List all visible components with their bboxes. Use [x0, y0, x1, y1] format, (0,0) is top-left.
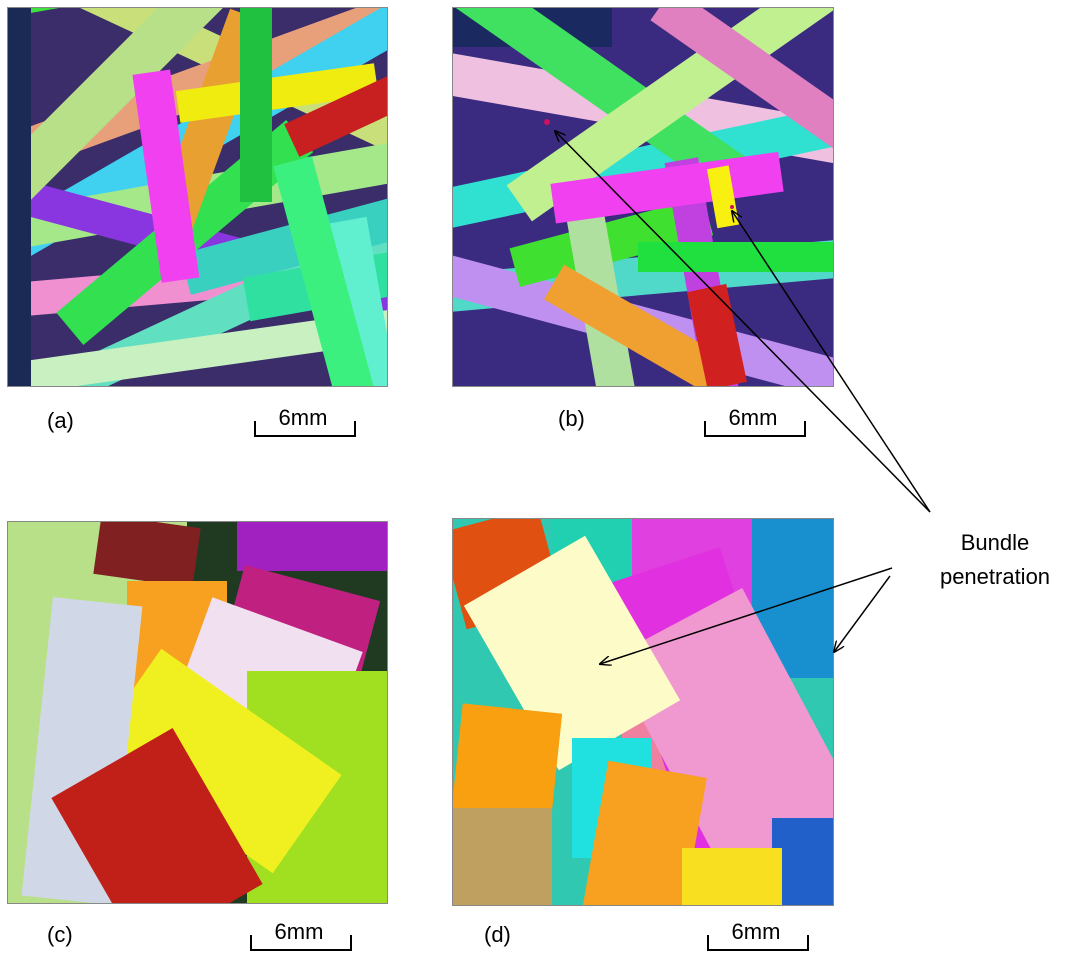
scale-bar-c [250, 935, 352, 951]
scale-label-c: 6mm [274, 919, 324, 944]
annotation-line-2: penetration [939, 564, 1051, 589]
annotation-line-1: Bundle [960, 530, 1030, 555]
scale-label-b: 6mm [728, 405, 778, 430]
panel-d-label: (d) [484, 922, 511, 947]
panel-d-image [452, 518, 834, 906]
scale-label-a: 6mm [278, 405, 328, 430]
panel-c-image [7, 521, 388, 904]
panel-a-image [7, 7, 388, 387]
arrow-to-panel-d-right [834, 575, 891, 652]
panel-a-label: (a) [47, 408, 74, 433]
scale-bar-a [254, 421, 356, 437]
bundle-penetration-annotation: Bundle penetration [930, 526, 1060, 594]
scale-bar-d [707, 935, 809, 951]
panel-b-image [452, 7, 834, 387]
panel-c-label: (c) [47, 922, 73, 947]
scale-label-d: 6mm [731, 919, 781, 944]
panel-b-label: (b) [558, 406, 585, 431]
